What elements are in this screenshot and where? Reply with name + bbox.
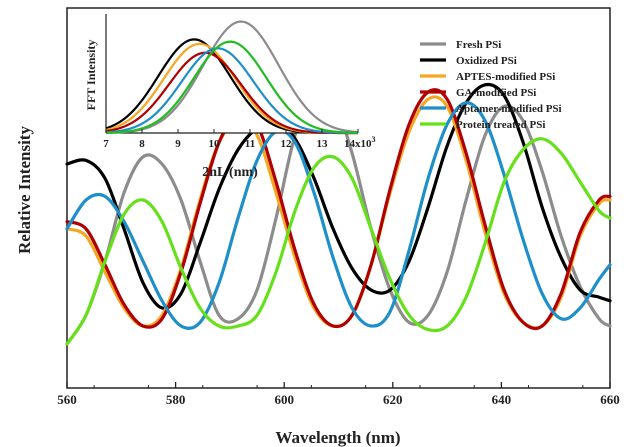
inset-y-axis-title: FFT Intensity bbox=[84, 40, 98, 111]
x-tick-label: 580 bbox=[166, 392, 186, 407]
inset-x-axis: 7 8 9 10 11 12 13 14x103 bbox=[103, 129, 376, 150]
inset-series-line-protein-treated-psi bbox=[105, 40, 359, 134]
legend: Fresh PSi Oxidized PSi APTES-modified PSi G… bbox=[420, 39, 562, 131]
legend-label-protein-treated-psi: Protein treated PSi bbox=[456, 119, 545, 131]
legend-label-fresh-psi: Fresh PSi bbox=[456, 39, 501, 51]
series-line-ga-modified-psi bbox=[65, 88, 612, 331]
x-tick-label: 560 bbox=[57, 392, 77, 407]
inset-x-tick-label: 10 bbox=[209, 138, 221, 150]
x-tick-label: 620 bbox=[383, 392, 403, 407]
x-axis-title: Wavelength (nm) bbox=[275, 428, 400, 447]
x-tick-label: 640 bbox=[492, 392, 512, 407]
x-tick-label: 660 bbox=[600, 392, 620, 407]
main-x-axis: 560 580 600 620 640 660 bbox=[57, 382, 620, 407]
inset-x-tick-label: 9 bbox=[175, 138, 181, 150]
main-series-layer bbox=[65, 82, 612, 346]
inset-x-tick-label: 13 bbox=[317, 138, 329, 150]
inset-x-tick-label: 14x103 bbox=[344, 135, 376, 150]
inset-x-tick-label: 7 bbox=[103, 138, 109, 150]
x-tick-label: 600 bbox=[274, 392, 294, 407]
inset-x-axis-title: 2nL (nm) bbox=[202, 165, 258, 180]
legend-label-aptamer-modified-psi: Aptamer-modified PSi bbox=[456, 103, 562, 115]
inset-x-tick-label: 8 bbox=[139, 138, 145, 150]
series-line-aptamer-modified-psi bbox=[65, 101, 612, 330]
inset-series-line-ga-modified-psi bbox=[105, 51, 358, 135]
legend-label-oxidized-psi: Oxidized PSi bbox=[456, 55, 517, 67]
inset-x-tick-label: 11 bbox=[245, 138, 255, 150]
legend-label-ga-modified-psi: GA-modified PSi bbox=[456, 87, 536, 99]
inset-series-line-aptamer-modified-psi bbox=[105, 47, 359, 135]
series-line-protein-treated-psi bbox=[65, 137, 612, 346]
inset-series-layer bbox=[105, 20, 359, 135]
legend-label-aptes-modified-psi: APTES-modified PSi bbox=[456, 71, 555, 83]
series-line-oxidized-psi bbox=[65, 82, 612, 310]
inset-x-tick-label: 12 bbox=[281, 138, 293, 150]
inset-chart: 7 8 9 10 11 12 13 14x103 2nL (nm) FFT Intensity bbox=[84, 14, 376, 180]
y-axis-title: Relative Intensity bbox=[15, 126, 34, 254]
inset-series-line-fresh-psi bbox=[105, 20, 359, 134]
